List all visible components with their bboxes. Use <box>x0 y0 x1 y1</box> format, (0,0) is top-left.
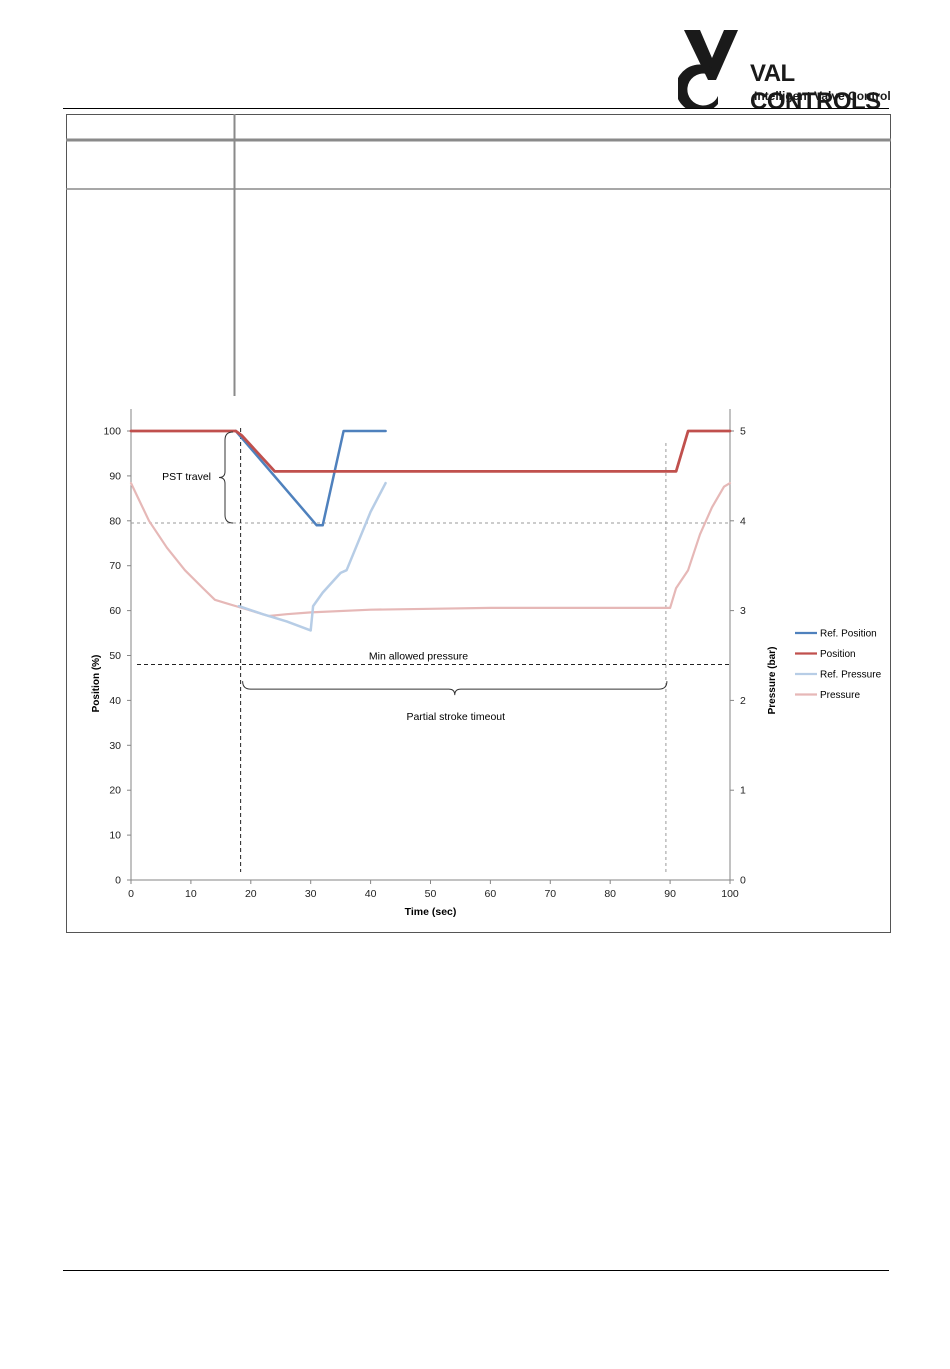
document-table <box>66 114 891 933</box>
y2-axis-label: Pressure (bar) <box>767 647 778 715</box>
series-line-ref-pressure <box>237 481 387 632</box>
pst-travel-label: PST travel <box>162 471 211 483</box>
y-tick-label: 20 <box>109 785 121 797</box>
x-tick-label: 100 <box>721 888 739 900</box>
min-pressure-label: Min allowed pressure <box>369 650 468 662</box>
x-tick-label: 0 <box>128 888 134 900</box>
footer-rule <box>63 1270 889 1271</box>
x-tick-label: 60 <box>485 888 497 900</box>
partial-stroke-timeout-label: Partial stroke timeout <box>406 711 505 723</box>
y-tick-label: 70 <box>109 560 121 572</box>
y2-tick-label: 4 <box>740 515 746 527</box>
x-tick-label: 80 <box>604 888 616 900</box>
y2-tick-label: 2 <box>740 695 746 707</box>
legend-label: Ref. Position <box>820 629 877 640</box>
y-tick-label: 0 <box>115 875 121 887</box>
x-tick-label: 90 <box>664 888 676 900</box>
logo-text: VAL CONTROLS <box>750 60 881 115</box>
y-tick-label: 30 <box>109 740 121 752</box>
y-tick-label: 50 <box>109 650 121 662</box>
x-tick-label: 40 <box>365 888 377 900</box>
partial-stroke-timeout-brace <box>242 681 668 696</box>
y-tick-label: 80 <box>109 515 121 527</box>
company-logo: VAL CONTROLS Intelligent Valve Control <box>678 28 891 115</box>
y2-tick-label: 3 <box>740 605 746 617</box>
logo-mark-icon <box>678 30 738 108</box>
legend-label: Pressure <box>820 690 860 701</box>
legend-label: Position <box>820 649 856 660</box>
header-rule <box>63 108 889 109</box>
y-tick-label: 40 <box>109 695 121 707</box>
y2-tick-label: 1 <box>740 785 746 797</box>
y-tick-label: 100 <box>103 426 121 438</box>
y-tick-label: 10 <box>109 830 121 842</box>
logo-tagline: Intelligent Valve Control <box>754 89 891 103</box>
x-tick-label: 70 <box>544 888 556 900</box>
x-tick-label: 50 <box>425 888 437 900</box>
series-line-ref-position <box>234 429 387 527</box>
pst-travel-brace <box>218 431 234 524</box>
x-tick-label: 30 <box>305 888 317 900</box>
series-line-position <box>129 429 732 473</box>
y-tick-label: 90 <box>109 470 121 482</box>
y-tick-label: 60 <box>109 605 121 617</box>
x-tick-label: 20 <box>245 888 257 900</box>
x-tick-label: 10 <box>185 888 197 900</box>
y2-tick-label: 0 <box>740 875 746 887</box>
y-axis-label: Position (%) <box>91 655 102 713</box>
legend-label: Ref. Pressure <box>820 670 882 681</box>
x-axis-label: Time (sec) <box>405 906 457 918</box>
y2-tick-label: 5 <box>740 426 746 438</box>
series-line-pressure <box>129 481 732 618</box>
